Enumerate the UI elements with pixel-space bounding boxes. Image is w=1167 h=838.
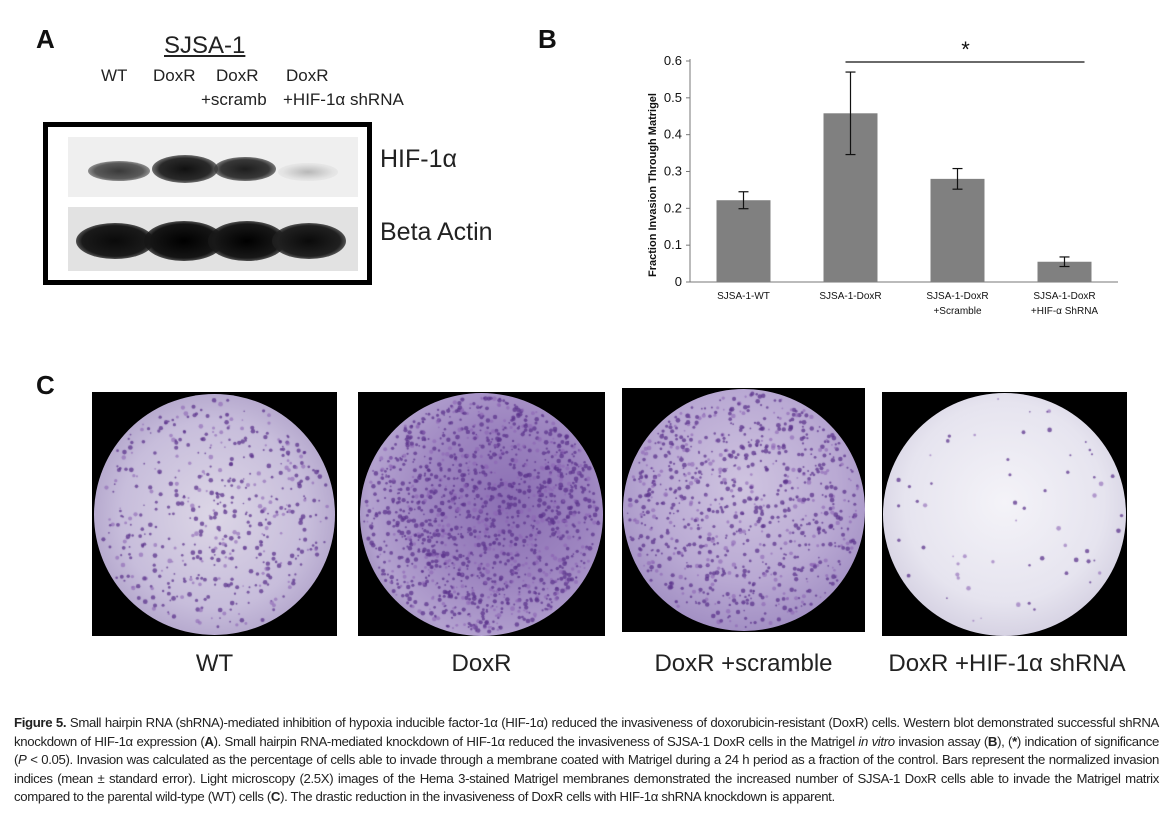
caption-fig-label: Figure 5. xyxy=(14,715,67,730)
category-label: +HIF-α ShRNA xyxy=(1031,306,1099,317)
figure-caption: Figure 5. Small hairpin RNA (shRNA)-medi… xyxy=(14,714,1159,807)
micrograph-label-doxr-shrna: DoxR +HIF-1α shRNA xyxy=(888,650,1126,677)
cell-line-title: SJSA-1 xyxy=(164,32,246,59)
hif-band-wt xyxy=(88,161,150,181)
caption-star: * xyxy=(1012,733,1017,749)
hif-band-scramb xyxy=(214,157,276,181)
micrograph-label-wt: WT xyxy=(195,650,234,677)
micrograph-label-doxr: DoxR xyxy=(451,650,512,677)
significance-marker: * xyxy=(961,40,970,62)
micrograph-field xyxy=(883,393,1126,636)
micrograph-field xyxy=(623,389,865,631)
category-label: SJSA-1-DoxR xyxy=(926,291,988,302)
y-axis-label: Fraction Invasion Through Matrigel xyxy=(647,93,659,277)
hif-blot-strip xyxy=(68,137,358,197)
y-tick-label: 0.4 xyxy=(664,127,682,142)
caption-italic: in vitro xyxy=(858,733,895,749)
category-label: SJSA-1-DoxR xyxy=(1033,291,1095,302)
y-tick-label: 0.1 xyxy=(664,237,682,252)
lane-label-doxr-scramb-2: +scramb xyxy=(201,90,267,109)
caption-text: ). The drastic reduction in the invasive… xyxy=(280,789,835,804)
caption-text: invasion assay ( xyxy=(894,733,988,749)
bar xyxy=(1037,261,1092,282)
y-tick-label: 0.6 xyxy=(664,53,682,68)
cell-speckle xyxy=(94,394,335,635)
chart-plot-area: 0 0.1 0.2 0.3 0.4 0.5 0.6 SJSA-1-WT SJSA-1-DoxR S… xyxy=(664,40,1118,317)
bar xyxy=(716,200,771,282)
actin-blot-strip xyxy=(68,207,358,271)
lane-label-doxr: DoxR xyxy=(153,66,196,85)
hif-band-doxr xyxy=(152,155,218,183)
y-tick-label: 0.2 xyxy=(664,200,682,215)
caption-ref: C xyxy=(270,789,281,804)
hif-band-shrna xyxy=(278,163,338,181)
micrograph-doxr-shrna xyxy=(882,392,1127,636)
actin-band-shrna xyxy=(272,223,346,259)
lane-label-doxr-shrna-2: +HIF-1α shRNA xyxy=(283,90,404,109)
caption-text: ), ( xyxy=(997,733,1013,749)
caption-text: < 0.05). Invasion was calculated as the … xyxy=(14,752,1159,804)
cell-speckle xyxy=(360,393,603,636)
actin-band-wt xyxy=(76,223,154,259)
caption-text: ). Small hairpin RNA-mediated knockdown … xyxy=(213,733,859,749)
cell-speckle xyxy=(623,389,865,631)
caption-text: ) indication of significance ( xyxy=(14,733,1159,768)
lane-label-doxr-shrna: DoxR xyxy=(286,66,329,85)
micrograph-wt xyxy=(92,392,337,636)
lane-label-wt: WT xyxy=(101,66,128,85)
bar xyxy=(930,178,985,282)
y-tick-label: 0 xyxy=(675,274,682,289)
panel-a-letter: A xyxy=(36,24,55,54)
category-label: SJSA-1-WT xyxy=(717,291,770,302)
western-blot-frame xyxy=(43,122,372,285)
lane-label-doxr-scramb: DoxR xyxy=(216,66,259,85)
micrograph-doxr-scramble xyxy=(622,388,865,632)
micrograph-field xyxy=(360,393,603,636)
actin-blot-label: Beta Actin xyxy=(380,218,493,246)
caption-text: Small hairpin RNA (shRNA)-mediated inhib… xyxy=(14,715,1160,749)
panel-c-letter: C xyxy=(36,370,55,400)
category-label: +Scramble xyxy=(933,306,982,317)
y-tick-label: 0.3 xyxy=(664,164,682,179)
panel-b-letter: B xyxy=(538,24,557,54)
caption-ref: B xyxy=(987,733,998,749)
y-tick-label: 0.5 xyxy=(664,90,682,105)
cell-speckle xyxy=(883,393,1126,636)
micrograph-field xyxy=(94,394,335,635)
category-label: SJSA-1-DoxR xyxy=(819,291,881,302)
caption-italic: P xyxy=(18,752,27,767)
micrograph-doxr xyxy=(358,392,605,636)
caption-ref: A xyxy=(204,733,214,749)
invasion-bar-chart: Fraction Invasion Through Matrigel 00.10… xyxy=(647,40,1118,317)
hif-blot-label: HIF-1α xyxy=(380,145,457,173)
micrograph-label-doxr-scramble: DoxR +scramble xyxy=(654,650,833,677)
